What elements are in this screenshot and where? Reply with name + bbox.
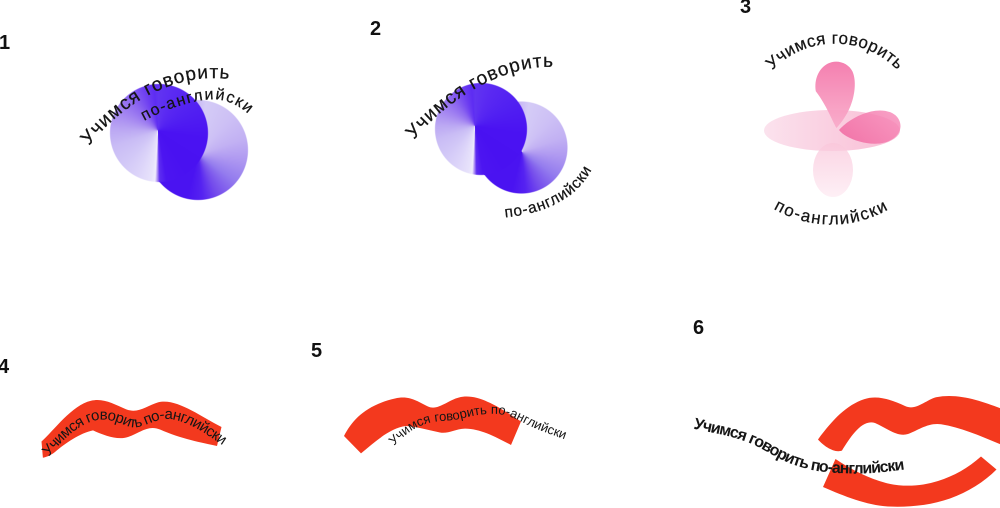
svg-text:Учимся говорить по-английски: Учимся говорить по-английски [692, 416, 904, 478]
svg-text:по-английски: по-английски [504, 162, 596, 221]
svg-text:по-английски: по-английски [772, 196, 892, 229]
svg-text:Учимся говорить: Учимся говорить [402, 51, 554, 143]
